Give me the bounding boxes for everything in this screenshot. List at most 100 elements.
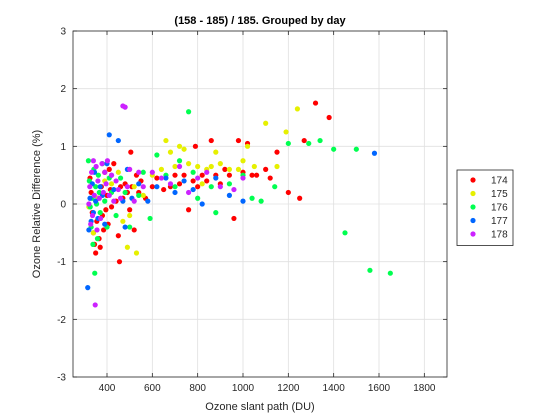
data-point-175 [244,143,251,149]
data-point-178 [98,215,104,222]
data-point-177 [226,192,232,198]
data-point-174 [274,149,280,155]
data-point-178 [90,158,96,164]
data-point-176 [127,224,133,230]
data-point-177 [102,221,108,227]
data-point-175 [158,166,164,172]
data-point-176 [249,195,255,201]
y-tick-label: 0 [60,200,66,211]
data-point-174 [226,172,232,178]
data-point-174 [115,233,121,239]
data-point-178 [102,169,108,175]
data-point-176 [176,158,183,164]
data-point-178 [124,184,130,190]
data-point-174 [93,250,99,256]
data-point-176 [387,270,393,276]
data-point-174 [297,195,303,201]
data-point-175 [213,149,219,155]
data-point-174 [97,244,103,250]
data-point-178 [231,186,237,193]
data-point-174 [285,189,291,196]
data-point-174 [267,175,273,181]
data-point-175 [251,163,257,170]
data-point-176 [342,230,348,236]
data-point-175 [127,212,133,219]
data-point-176 [93,184,99,190]
data-point-176 [306,140,312,147]
data-point-178 [87,184,93,190]
y-tick-label: 2 [60,84,66,95]
data-point-176 [258,198,264,204]
data-point-177 [93,198,99,204]
data-point-175 [108,181,115,187]
data-point-174 [127,207,133,213]
data-point-174 [222,166,228,172]
legend-label-177: 177 [491,216,508,227]
data-point-174 [208,137,214,144]
data-point-177 [240,198,246,204]
data-point-177 [115,137,121,144]
data-point-178 [96,195,102,201]
data-point-174 [154,175,160,181]
data-point-177 [111,186,117,193]
data-point-176 [353,146,359,152]
data-point-174 [128,149,134,155]
data-point-175 [167,149,174,155]
data-point-174 [231,215,237,222]
data-point-178 [91,192,97,198]
data-point-178 [131,198,137,204]
data-point-174 [192,143,198,149]
data-point-177 [145,198,151,204]
data-point-174 [108,204,115,210]
data-points [85,100,393,308]
x-axis-label: Ozone slant path (DU) [205,401,314,413]
legend-marker-175 [470,190,476,197]
x-tick-label: 1600 [368,383,391,394]
data-point-176 [367,267,373,273]
data-point-177 [181,178,187,184]
data-point-178 [99,161,105,167]
data-point-174 [172,172,178,178]
data-point-177 [199,201,205,207]
data-point-177 [172,189,178,196]
data-point-175 [283,129,289,135]
legend-marker-177 [470,217,476,224]
data-point-176 [226,181,232,187]
x-tick-label: 800 [189,383,206,394]
data-point-178 [176,163,183,170]
data-point-175 [208,163,214,170]
data-point-175 [226,166,232,172]
data-point-174 [249,172,255,178]
data-point-176 [94,236,101,242]
data-point-175 [181,146,187,152]
y-axis-label: Ozone Relative Difference (%) [31,130,43,278]
x-tick-label: 600 [144,383,161,394]
data-point-178 [88,169,95,175]
data-point-178 [127,166,133,172]
legend-marker-176 [470,204,476,210]
data-point-174 [161,186,167,193]
data-point-178 [111,198,117,204]
data-point-174 [131,227,137,233]
data-point-175 [235,166,242,172]
legend-label-174: 174 [491,176,508,187]
data-point-174 [149,184,155,190]
data-point-177 [86,227,92,233]
data-point-176 [95,172,101,178]
data-point-176 [113,212,119,219]
data-point-178 [240,175,246,181]
x-tick-label: 1200 [277,383,300,394]
data-point-178 [122,104,128,110]
data-point-176 [122,189,128,196]
data-point-178 [118,195,124,201]
data-point-174 [176,181,183,187]
data-point-174 [301,137,307,144]
data-point-175 [140,192,146,198]
data-point-178 [89,212,96,219]
data-point-176 [272,184,278,190]
data-point-175 [124,244,130,250]
data-point-178 [92,302,98,308]
data-point-176 [140,169,146,175]
data-point-178 [158,175,164,181]
